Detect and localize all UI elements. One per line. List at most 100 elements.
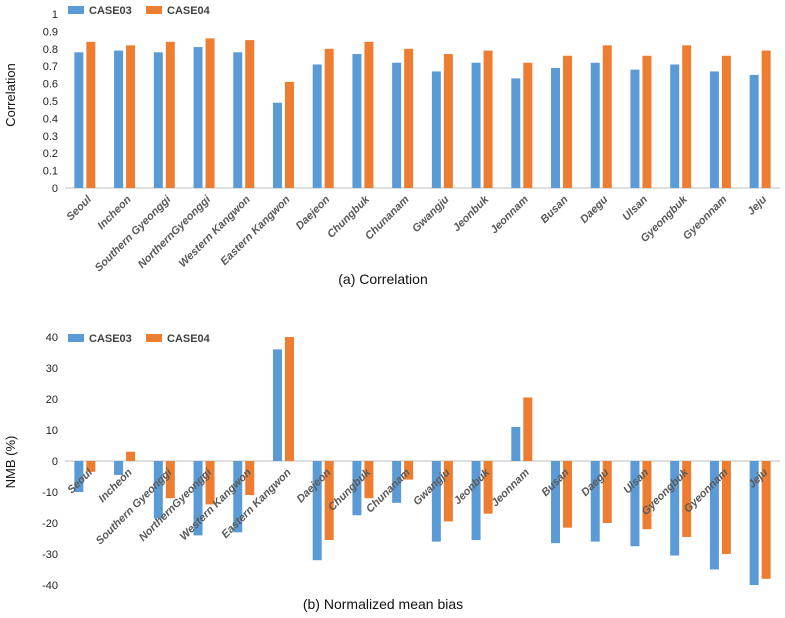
bar-case03	[630, 69, 640, 188]
bar-case04	[245, 40, 255, 188]
bar-case04	[364, 41, 374, 189]
bar-case04	[483, 461, 493, 514]
x-tick-label: Jeju	[745, 193, 769, 217]
legend-swatch-case03	[68, 6, 84, 14]
bar-case04	[126, 451, 136, 461]
legend-swatch-case03	[68, 334, 84, 342]
bar-case04	[642, 55, 652, 189]
chart-b-y-ticks: -40 -30 -20 -10 0 10 20 30 40	[42, 332, 58, 592]
bar-case04	[443, 54, 453, 188]
x-tick-label: Southern Gyeonggi	[94, 466, 175, 547]
x-tick-label: Daejeon	[294, 193, 333, 232]
bar-case04	[205, 461, 215, 505]
x-tick-label: Eastern Kangwon	[218, 193, 292, 267]
chart-a-ylabel: Correlation	[3, 63, 18, 127]
bar-case03	[749, 461, 759, 585]
y-tick-label: 10	[46, 425, 58, 437]
bar-case04	[165, 461, 175, 499]
bar-case04	[404, 48, 414, 188]
x-tick-label: Seoul	[64, 193, 94, 223]
bar-case03	[431, 461, 441, 542]
bar-case04	[205, 38, 215, 188]
bar-case04	[404, 461, 414, 480]
bar-case03	[670, 64, 680, 188]
chart-a-caption: (a) Correlation	[338, 271, 427, 287]
bar-case04	[86, 461, 96, 472]
bar-case04	[682, 461, 692, 537]
bar-case03	[551, 67, 561, 188]
bar-case03	[153, 461, 163, 519]
chart-b-caption: (b) Normalized mean bias	[303, 596, 463, 612]
bar-case03	[590, 461, 600, 542]
bar-case04	[86, 41, 96, 189]
legend-label-case03: CASE03	[89, 5, 132, 17]
y-tick-label: 40	[46, 332, 58, 344]
bar-case04	[642, 461, 652, 530]
chart-b-bars	[74, 337, 771, 585]
y-tick-label: 0	[52, 456, 58, 468]
x-tick-label: NorthernGyeonggi	[137, 466, 215, 544]
y-tick-label: 0	[52, 183, 58, 195]
y-tick-label: 0.7	[43, 61, 58, 73]
y-tick-label: 0.6	[43, 79, 58, 91]
y-tick-label: -30	[42, 549, 58, 561]
bar-case04	[483, 50, 493, 188]
bar-case04	[126, 45, 136, 188]
bar-case03	[551, 461, 561, 544]
x-tick-label: Busan	[538, 193, 570, 225]
y-tick-label: -20	[42, 518, 58, 530]
bar-case03	[312, 64, 322, 188]
y-tick-label: 0.8	[43, 44, 58, 56]
bar-case04	[602, 461, 612, 523]
x-tick-label: Jeonnam	[488, 193, 531, 236]
bar-case04	[523, 397, 533, 461]
chart-correlation: 0 0.1 0.2 0.3 0.4 0.5 0.6 0.7 0.8 0.9 1 Seoul Inche…	[3, 5, 780, 287]
bar-case03	[272, 349, 282, 461]
bar-case03	[74, 461, 84, 492]
x-tick-label: Western Kangwon	[177, 193, 253, 269]
y-tick-label: 0.4	[43, 113, 58, 125]
bar-case03	[670, 461, 680, 556]
chart-a-bars	[74, 38, 771, 189]
bar-case03	[233, 52, 243, 188]
y-tick-label: 0.1	[43, 166, 58, 178]
bar-case03	[272, 102, 282, 188]
chart-b-ylabel: NMB (%)	[3, 436, 18, 489]
legend-label-case04: CASE04	[167, 333, 211, 345]
legend-label-case03: CASE03	[89, 333, 132, 345]
bar-case03	[749, 74, 759, 188]
y-tick-label: 0.9	[43, 26, 58, 38]
bar-case03	[352, 461, 362, 516]
y-tick-label: 0.5	[43, 96, 58, 108]
y-tick-label: 1	[52, 9, 58, 21]
x-tick-label: Daegu	[578, 193, 610, 225]
bar-case04	[761, 50, 771, 188]
bar-case04	[721, 55, 731, 189]
bar-case03	[114, 50, 124, 188]
x-tick-label: Jeonbuk	[451, 193, 492, 234]
bar-case03	[233, 461, 243, 533]
bar-case03	[630, 461, 640, 547]
bar-case04	[324, 461, 334, 541]
bar-case04	[165, 41, 175, 189]
bar-case03	[709, 461, 719, 570]
legend-swatch-case04	[146, 6, 162, 14]
bar-case04	[245, 461, 255, 496]
y-tick-label: -40	[42, 580, 58, 592]
bar-case03	[511, 426, 521, 461]
bar-case04	[523, 62, 533, 188]
bar-case04	[602, 45, 612, 188]
x-tick-label: Western Kangwon	[178, 466, 254, 542]
chart-nmb: -40 -30 -20 -10 0 10 20 30 40 Seoul IncheonSouthe…	[3, 332, 780, 612]
bar-case03	[511, 78, 521, 188]
bar-case03	[193, 47, 203, 189]
legend-label-case04: CASE04	[167, 5, 211, 17]
y-tick-label: 30	[46, 363, 58, 375]
x-tick-label: NorthernGyeonggi	[136, 193, 214, 271]
bar-case04	[563, 55, 573, 189]
bar-case04	[364, 461, 374, 499]
